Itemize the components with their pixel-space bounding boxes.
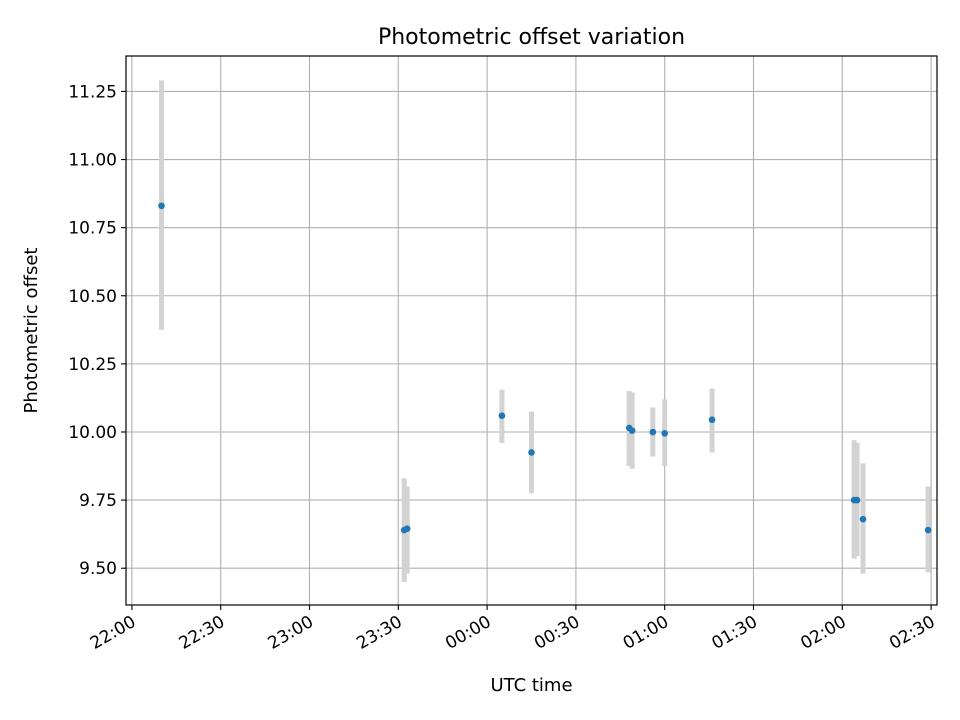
y-tick-label: 11.25 — [68, 82, 117, 102]
y-tick-label: 10.75 — [68, 219, 117, 239]
data-point — [528, 449, 535, 456]
data-point — [628, 427, 636, 434]
y-tick-label: 10.50 — [68, 287, 117, 307]
data-point — [498, 412, 506, 419]
data-point — [158, 202, 165, 210]
data-point — [924, 526, 932, 534]
data-point — [859, 515, 867, 523]
y-tick-label: 9.50 — [79, 559, 117, 579]
y-tick-label: 9.75 — [79, 491, 117, 511]
y-tick-label: 10.25 — [68, 355, 117, 375]
data-points — [158, 202, 932, 534]
data-point — [853, 496, 861, 504]
data-point — [649, 428, 657, 436]
y-tick-label: 10.00 — [68, 423, 117, 443]
data-point — [403, 525, 411, 533]
chart-title: Photometric offset variation — [378, 25, 685, 50]
y-tick-label: 11.00 — [68, 151, 117, 171]
plot-frame — [125, 55, 938, 606]
x-axis-label: UTC time — [490, 675, 572, 696]
data-point — [661, 430, 668, 437]
data-point — [708, 416, 716, 424]
y-axis-label: Photometric offset — [21, 248, 42, 414]
